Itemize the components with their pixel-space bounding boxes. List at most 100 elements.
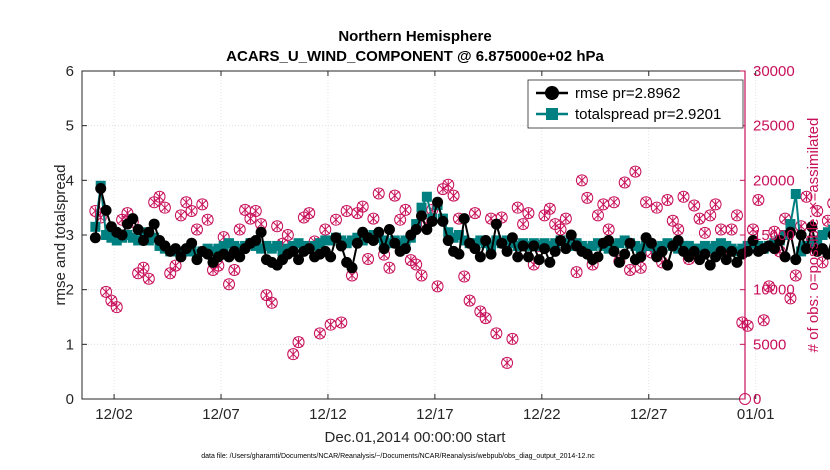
rmse-point (116, 229, 128, 241)
obs-assimilated-marker (523, 208, 534, 218)
rmse-point (474, 251, 486, 263)
x-tick-label: 12/02 (95, 406, 133, 423)
obs-assimilated-marker (266, 297, 277, 308)
totalspread-point (619, 235, 630, 246)
obs-assimilated-marker (438, 184, 448, 194)
totalspread-point (224, 238, 235, 249)
rmse-point (346, 262, 358, 274)
x-tick-label: 12/22 (523, 406, 561, 423)
obs-assimilated-marker (111, 302, 122, 313)
obs-assimilated-marker (101, 286, 111, 297)
totalspread-point (614, 238, 625, 249)
rmse-point (742, 245, 754, 257)
obs-possible-marker (383, 261, 396, 274)
obs-possible-marker (522, 207, 535, 220)
obs-possible-marker (479, 312, 492, 325)
rmse-point (790, 254, 802, 266)
obs-possible-marker (559, 212, 572, 225)
rmse-point (89, 232, 101, 244)
obs-assimilated-marker (641, 197, 651, 208)
rmse-point (496, 237, 508, 249)
rmse-point (373, 226, 385, 238)
totalspread-point (502, 235, 513, 246)
data-file-footnote: data file: /Users/gharamti/Documents/NCA… (201, 453, 595, 460)
obs-assimilated-marker (753, 195, 764, 205)
obs-possible-marker (463, 294, 476, 307)
y-tick-label: 4 (66, 172, 74, 189)
obs-assimilated-marker (571, 267, 582, 278)
rmse-point (416, 210, 428, 222)
obs-possible-marker (233, 223, 246, 236)
totalspread-point (101, 230, 112, 240)
rmse-point (747, 234, 759, 246)
totalspread-point (694, 243, 705, 254)
totalspread-point (448, 232, 459, 243)
obs-assimilated-marker (368, 213, 379, 224)
y-tick-label: 1 (66, 336, 74, 353)
obs-assimilated-marker (470, 208, 480, 218)
rmse-point (432, 196, 444, 208)
rmse-point (143, 226, 155, 238)
obs-possible-marker (196, 198, 209, 211)
obs-possible-marker (94, 211, 107, 224)
totalspread-point (379, 235, 390, 246)
obs-possible-marker (581, 191, 594, 204)
obs-assimilated-marker (764, 281, 774, 292)
obs-assimilated-marker (304, 208, 315, 218)
obs-assimilated-marker (299, 212, 309, 223)
obs-possible-marker (329, 213, 342, 226)
obs-possible-marker (704, 209, 717, 222)
totalspread-point (715, 238, 726, 249)
obs-assimilated-marker (197, 199, 208, 210)
obs-possible-marker (730, 209, 743, 222)
totalspread-point (127, 232, 138, 243)
obs-assimilated-marker (202, 214, 213, 225)
obs-assimilated-marker (823, 215, 830, 226)
obs-possible-marker (608, 196, 621, 209)
totalspread-point (272, 240, 283, 251)
obs-possible-marker (292, 336, 305, 349)
obs-assimilated-marker (181, 197, 192, 208)
rmse-point (501, 245, 513, 257)
totalspread-point (111, 235, 122, 246)
y2-tick-label: 25000 (753, 118, 795, 135)
obs-possible-marker (811, 204, 824, 217)
rmse-point (800, 243, 812, 255)
rmse-point (538, 243, 550, 255)
rmse-point (234, 251, 246, 263)
rmse-point (170, 243, 182, 255)
obs-possible-marker (490, 327, 503, 340)
totalspread-point (357, 235, 368, 246)
series-lines (89, 180, 830, 274)
obs-assimilated-marker (539, 210, 550, 221)
obs-assimilated-marker (341, 206, 352, 216)
rmse-point (421, 224, 433, 236)
obs-possible-marker (169, 259, 182, 272)
totalspread-point (641, 240, 652, 251)
totalspread-point (705, 243, 716, 254)
obs-possible-marker (228, 263, 241, 276)
rmse-point (330, 232, 342, 244)
totalspread-point (822, 227, 830, 238)
obs-possible-marker (153, 190, 166, 203)
obs-possible-marker (100, 285, 113, 298)
obs-assimilated-marker (491, 328, 502, 339)
totalspread-point (806, 238, 817, 249)
obs-possible-marker (629, 165, 642, 178)
obs-assimilated-marker (405, 255, 416, 266)
obs-assimilated-marker (544, 203, 555, 214)
totalspread-point (780, 230, 791, 240)
obs-possible-marker (800, 190, 813, 203)
obs-assimilated-marker (464, 295, 475, 306)
obs-assimilated-marker (106, 295, 117, 306)
x-tick-label: 12/17 (416, 406, 454, 423)
totalspread-point (309, 240, 320, 251)
totalspread-point (218, 240, 229, 251)
rmse-point (127, 213, 139, 225)
rmse-point (293, 254, 305, 266)
legend-box (527, 79, 744, 129)
totalspread-point (261, 240, 272, 251)
rmse-point (624, 237, 636, 249)
obs-possible-marker (511, 201, 524, 214)
obs-assimilated-marker (561, 213, 571, 224)
